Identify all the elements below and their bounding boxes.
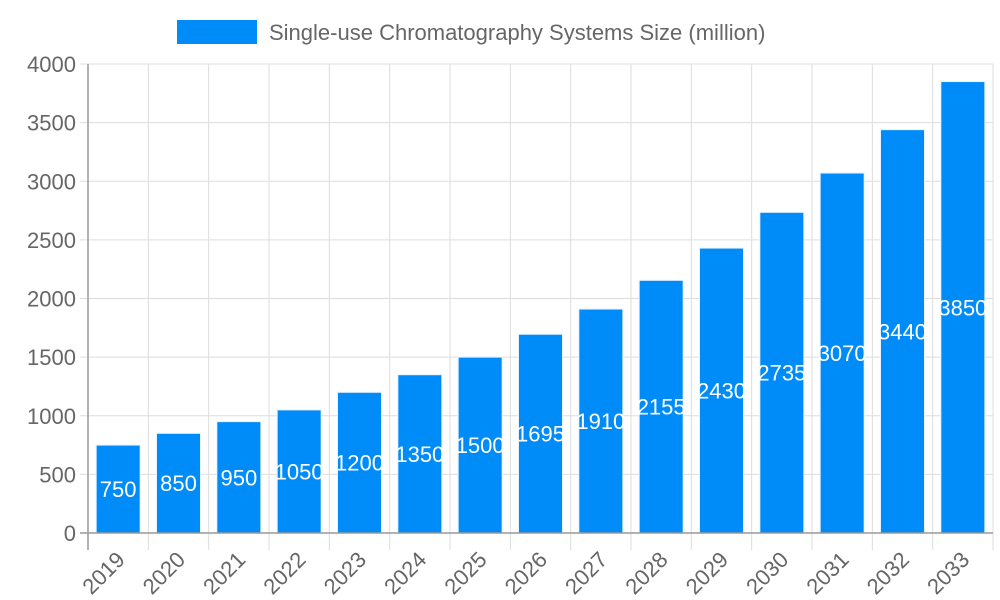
data-label: 950: [220, 465, 257, 490]
bar: [276, 409, 322, 534]
data-label: 2155: [637, 395, 686, 420]
data-label: 1695: [516, 422, 565, 447]
x-tick-label: 2029: [681, 547, 733, 599]
x-tick-label: 2024: [379, 547, 431, 599]
x-tick-label: 2025: [439, 547, 491, 599]
x-tick-label: 2020: [138, 547, 190, 599]
y-tick-label: 0: [64, 521, 76, 546]
data-label: 3070: [818, 341, 867, 366]
bar: [518, 333, 563, 534]
bar: [95, 444, 141, 534]
data-label: 1500: [456, 433, 505, 458]
x-tick-label: 2030: [741, 547, 793, 599]
data-label: 1050: [275, 459, 324, 484]
data-label: 1910: [576, 409, 625, 434]
y-tick-label: 3500: [27, 111, 76, 136]
data-label: 2735: [757, 361, 806, 386]
y-tick-label: 1500: [27, 345, 76, 370]
data-label: 3440: [878, 319, 927, 344]
x-tick-label: 2022: [258, 547, 310, 599]
data-label: 1350: [395, 442, 444, 467]
x-tick-label: 2032: [862, 547, 914, 599]
legend-label: Single-use Chromatography Systems Size (…: [269, 20, 765, 45]
x-tick-label: 2023: [319, 547, 371, 599]
x-tick-label: 2021: [198, 547, 250, 599]
x-tick-label: 2026: [500, 547, 552, 599]
y-tick-label: 500: [39, 462, 76, 487]
legend[interactable]: Single-use Chromatography Systems Size (…: [177, 20, 765, 45]
x-tick-label: 2028: [620, 547, 672, 599]
bars: [95, 81, 986, 534]
bar: [578, 308, 624, 534]
bar: [940, 81, 986, 534]
y-tick-label: 1000: [27, 404, 76, 429]
x-tick-label: 2019: [77, 547, 129, 599]
bar: [880, 129, 925, 534]
y-tick-label: 3000: [27, 169, 76, 194]
x-tick-label: 2031: [801, 547, 853, 599]
data-label: 2430: [697, 379, 746, 404]
x-tick-label: 2033: [922, 547, 974, 599]
bar: [819, 172, 865, 534]
data-label: 1200: [335, 451, 384, 476]
y-tick-label: 4000: [27, 52, 76, 77]
legend-swatch: [177, 20, 257, 44]
y-tick-label: 2500: [27, 228, 76, 253]
grid: [80, 63, 994, 550]
data-label: 750: [100, 477, 137, 502]
bar: [397, 374, 443, 534]
y-tick-label: 2000: [27, 287, 76, 312]
data-labels: 750 850 950 1050 1200 1350 1500 1695 1910 2155 243…: [100, 295, 988, 502]
bar: [457, 356, 503, 534]
x-tick-label: 2027: [560, 547, 612, 599]
data-label: 850: [160, 471, 197, 496]
bar: [337, 391, 382, 534]
data-label: 3850: [938, 295, 987, 320]
